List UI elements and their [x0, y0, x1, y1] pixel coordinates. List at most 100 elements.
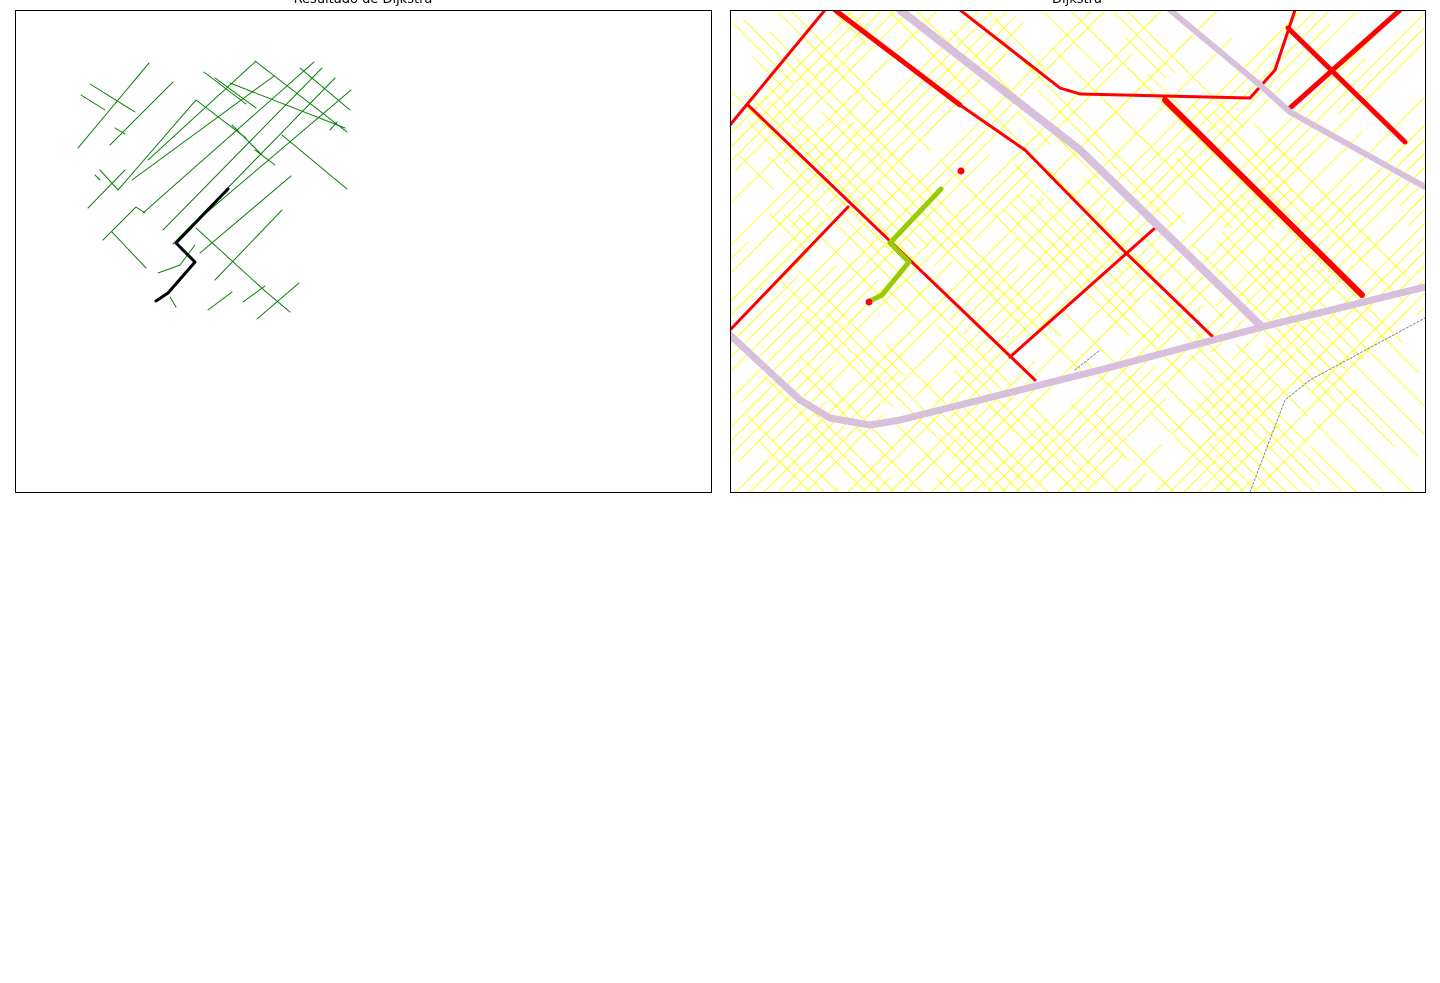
street	[1079, 128, 1240, 289]
street	[879, 576, 988, 685]
street	[1006, 968, 1063, 983]
street	[798, 354, 896, 452]
street	[1288, 718, 1376, 806]
street	[915, 10, 952, 46]
street	[214, 209, 283, 281]
street	[1221, 231, 1290, 300]
street	[1274, 788, 1409, 923]
street	[502, 559, 543, 600]
street	[1141, 10, 1303, 171]
street	[990, 868, 1137, 983]
street	[146, 550, 257, 661]
street	[1085, 453, 1125, 492]
street	[1090, 674, 1149, 733]
street	[827, 705, 996, 874]
street	[1017, 797, 1059, 839]
street	[1175, 157, 1239, 221]
street	[87, 169, 126, 209]
street	[582, 158, 649, 225]
street	[1211, 455, 1249, 492]
street	[147, 61, 256, 161]
street	[1124, 568, 1230, 674]
street	[764, 595, 829, 660]
street	[155, 426, 354, 625]
street	[1239, 193, 1275, 229]
street	[493, 270, 622, 399]
street	[1380, 138, 1425, 184]
street	[1071, 397, 1167, 492]
path	[1249, 317, 1425, 492]
street	[690, 517, 795, 622]
street	[1023, 579, 1095, 651]
street	[730, 112, 766, 149]
street	[340, 212, 554, 426]
street	[913, 777, 1058, 922]
street	[1239, 480, 1252, 492]
street	[1327, 311, 1407, 391]
street	[1048, 604, 1118, 674]
street	[730, 52, 840, 163]
street	[550, 496, 689, 635]
street	[816, 470, 839, 492]
street	[1327, 124, 1425, 223]
street	[1158, 378, 1192, 412]
street	[486, 84, 654, 252]
street	[1231, 124, 1425, 319]
street	[1017, 37, 1233, 253]
street	[789, 10, 932, 152]
street	[1190, 354, 1321, 485]
street	[1036, 88, 1108, 160]
street	[297, 427, 409, 539]
street	[949, 785, 1058, 894]
street	[384, 435, 569, 620]
street	[1250, 40, 1425, 216]
street	[348, 250, 403, 305]
street	[1252, 836, 1323, 907]
street	[1071, 10, 1219, 157]
street	[1112, 766, 1183, 837]
street	[1322, 220, 1356, 254]
street	[1169, 469, 1193, 492]
street	[1113, 444, 1162, 492]
street	[780, 742, 854, 816]
street	[1154, 542, 1251, 639]
street	[531, 543, 670, 682]
street	[903, 484, 912, 492]
street	[775, 10, 879, 113]
street	[730, 240, 750, 261]
street	[793, 207, 909, 323]
street	[868, 536, 899, 567]
street	[476, 90, 690, 304]
street	[1155, 406, 1242, 492]
street	[111, 231, 147, 269]
street	[985, 10, 1046, 70]
street	[114, 127, 126, 135]
street	[738, 364, 836, 462]
street	[1397, 264, 1425, 293]
street	[298, 475, 486, 663]
street	[597, 516, 726, 645]
street	[595, 613, 672, 690]
street	[1151, 57, 1367, 273]
street	[357, 225, 429, 297]
street	[1321, 555, 1440, 683]
street	[254, 60, 348, 133]
street	[419, 122, 588, 291]
street	[1083, 905, 1127, 949]
street	[1273, 283, 1425, 435]
street	[1224, 976, 1371, 983]
street	[945, 347, 1091, 492]
street	[601, 234, 672, 305]
street	[1202, 870, 1284, 952]
street	[1262, 468, 1287, 492]
street	[1127, 472, 1148, 492]
street	[866, 526, 968, 628]
street	[1128, 866, 1277, 983]
street	[1115, 741, 1161, 787]
street	[94, 174, 101, 181]
street	[1235, 343, 1309, 417]
street	[428, 586, 530, 688]
street	[990, 263, 1091, 364]
street	[894, 10, 1009, 124]
street	[864, 756, 904, 796]
